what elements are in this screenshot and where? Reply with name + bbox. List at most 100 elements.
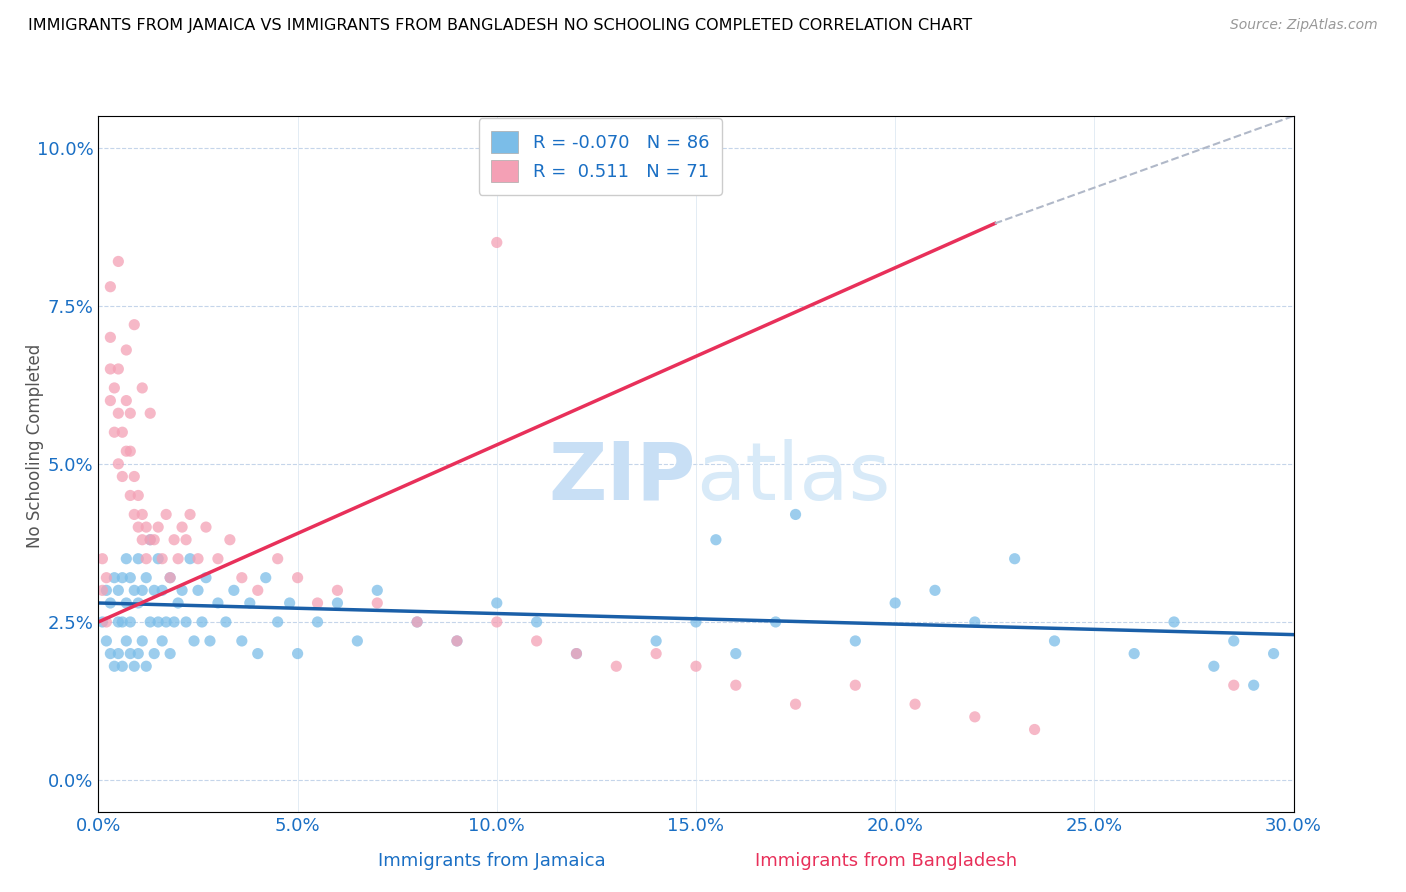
Point — [115, 596, 138, 610]
Point — [366, 596, 388, 610]
Point — [111, 571, 134, 585]
Point — [1202, 659, 1225, 673]
Point — [103, 425, 125, 440]
Point — [685, 659, 707, 673]
Point — [1024, 723, 1046, 737]
Point — [904, 697, 927, 711]
Point — [120, 406, 142, 420]
Point — [100, 279, 122, 293]
Point — [115, 393, 138, 408]
Point — [100, 362, 122, 376]
Point — [704, 533, 727, 547]
Point — [239, 596, 262, 610]
Point — [115, 444, 138, 458]
Point — [124, 469, 146, 483]
Point — [645, 634, 668, 648]
Point — [307, 596, 329, 610]
Point — [148, 520, 170, 534]
Point — [406, 615, 429, 629]
Point — [195, 571, 218, 585]
Point — [174, 615, 197, 629]
Point — [191, 615, 214, 629]
Point — [183, 634, 205, 648]
Point — [107, 457, 129, 471]
Point — [307, 615, 329, 629]
Point — [115, 343, 138, 357]
Point — [963, 710, 986, 724]
Point — [127, 551, 149, 566]
Point — [111, 425, 134, 440]
Point — [120, 571, 142, 585]
Point — [131, 634, 153, 648]
Point — [844, 634, 866, 648]
Point — [107, 362, 129, 376]
Point — [724, 647, 747, 661]
Point — [172, 520, 194, 534]
Point — [143, 533, 166, 547]
Point — [115, 551, 138, 566]
Point — [148, 551, 170, 566]
Point — [107, 647, 129, 661]
Point — [724, 678, 747, 692]
Point — [326, 596, 349, 610]
Point — [155, 508, 177, 522]
Point — [143, 583, 166, 598]
Point — [605, 659, 627, 673]
Point — [366, 583, 388, 598]
Point — [135, 551, 157, 566]
Point — [785, 508, 807, 522]
Point — [1243, 678, 1265, 692]
Point — [163, 533, 186, 547]
Point — [1123, 647, 1146, 661]
Point — [172, 583, 194, 598]
Point — [179, 508, 201, 522]
Point — [131, 381, 153, 395]
Point — [195, 520, 218, 534]
Point — [179, 551, 201, 566]
Text: IMMIGRANTS FROM JAMAICA VS IMMIGRANTS FROM BANGLADESH NO SCHOOLING COMPLETED COR: IMMIGRANTS FROM JAMAICA VS IMMIGRANTS FR… — [28, 18, 972, 33]
Point — [96, 583, 118, 598]
Point — [346, 634, 368, 648]
Point — [167, 596, 190, 610]
Point — [287, 647, 309, 661]
Point — [107, 583, 129, 598]
Point — [219, 533, 242, 547]
Point — [127, 596, 149, 610]
Point — [143, 647, 166, 661]
Point — [246, 647, 269, 661]
Point — [120, 488, 142, 502]
Point — [565, 647, 588, 661]
Text: No Schooling Completed: No Schooling Completed — [27, 344, 44, 548]
Point — [124, 659, 146, 673]
Point — [326, 583, 349, 598]
Point — [100, 647, 122, 661]
Point — [785, 697, 807, 711]
Point — [1004, 551, 1026, 566]
Text: ZIP: ZIP — [548, 439, 696, 516]
Point — [207, 596, 229, 610]
Point — [120, 615, 142, 629]
Point — [103, 571, 125, 585]
Point — [526, 634, 548, 648]
Point — [127, 520, 149, 534]
Point — [100, 330, 122, 344]
Point — [131, 508, 153, 522]
Point — [446, 634, 468, 648]
Point — [446, 634, 468, 648]
Point — [1043, 634, 1066, 648]
Point — [107, 615, 129, 629]
Point — [127, 488, 149, 502]
Point — [187, 583, 209, 598]
Point — [111, 659, 134, 673]
Point — [139, 406, 162, 420]
Point — [198, 634, 221, 648]
Point — [231, 634, 253, 648]
Point — [131, 533, 153, 547]
Point — [120, 444, 142, 458]
Point — [187, 551, 209, 566]
Point — [91, 615, 114, 629]
Point — [278, 596, 301, 610]
Text: atlas: atlas — [696, 439, 890, 516]
Point — [207, 551, 229, 566]
Point — [1222, 634, 1246, 648]
